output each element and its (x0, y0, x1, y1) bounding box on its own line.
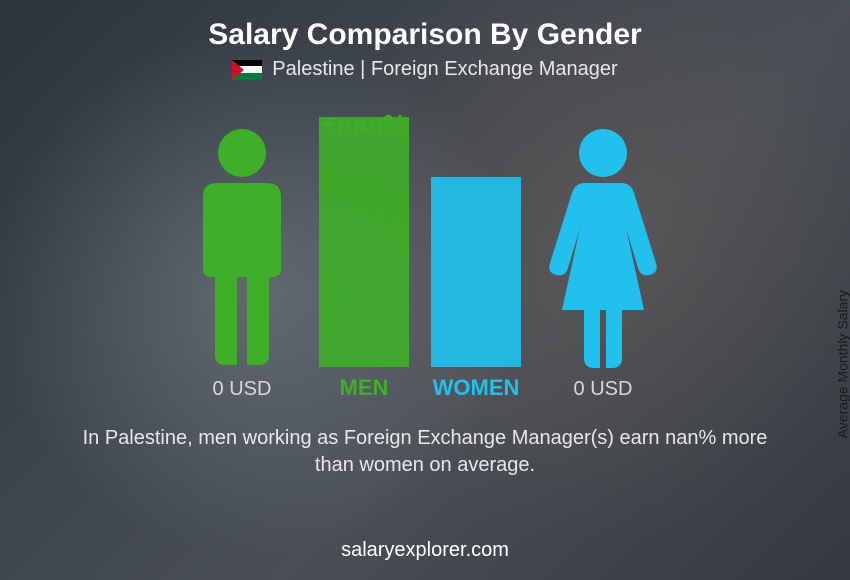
men-bar-column: +nan% MEN (319, 117, 409, 401)
subtitle-text: Palestine | Foreign Exchange Manager (272, 58, 617, 81)
chart-area: 0 USD +nan% MEN WOMEN 0 USD (187, 91, 663, 401)
subtitle-row: Palestine | Foreign Exchange Manager (232, 58, 617, 81)
men-icon-column: 0 USD (187, 125, 297, 401)
male-icon (187, 125, 297, 370)
footer-text: salaryexplorer.com (341, 539, 509, 568)
women-value-label: 0 USD (574, 378, 633, 401)
caption-text: In Palestine, men working as Foreign Exc… (65, 425, 785, 479)
y-axis-label: Average Monthly Salary (834, 290, 850, 438)
women-category-label: WOMEN (433, 375, 520, 401)
women-icon-column: 0 USD (543, 125, 663, 401)
infographic-container: Salary Comparison By Gender Palestine | … (0, 0, 850, 580)
page-title: Salary Comparison By Gender (208, 18, 641, 52)
flag-icon (232, 60, 262, 80)
men-value-label: 0 USD (213, 378, 272, 401)
men-category-label: MEN (340, 375, 389, 401)
female-icon (543, 125, 663, 370)
women-bar (431, 177, 521, 367)
women-bar-column: WOMEN (431, 177, 521, 401)
men-bar (319, 117, 409, 367)
